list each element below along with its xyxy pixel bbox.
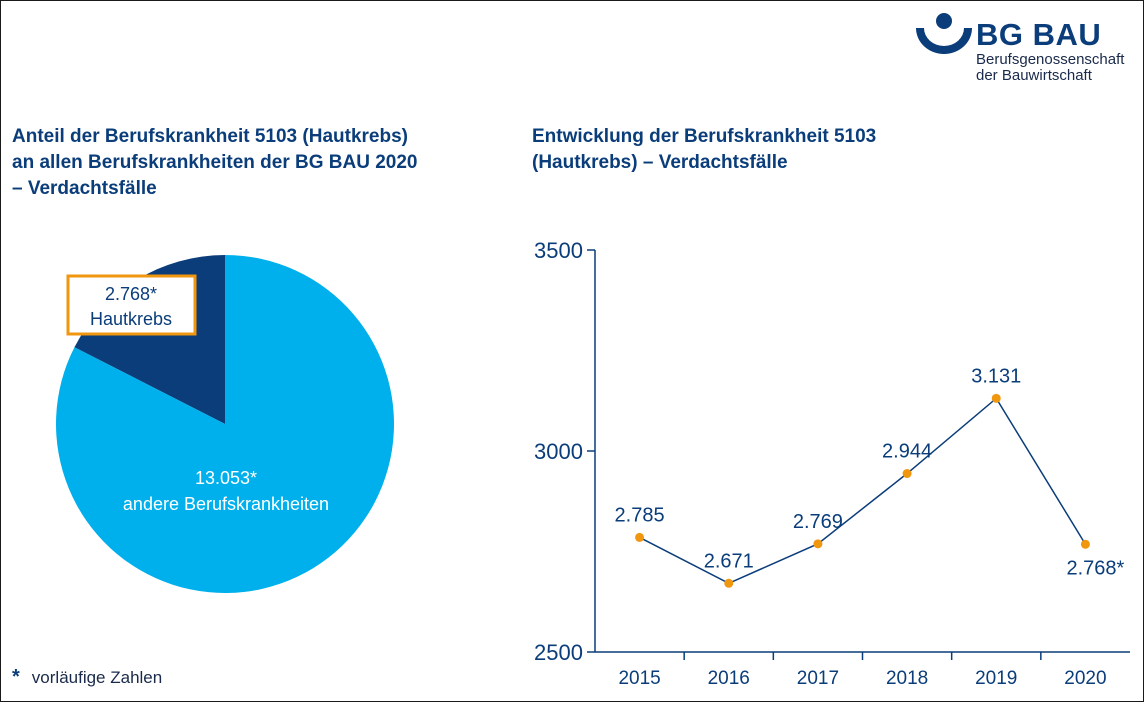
y-tick-label-2: 3500 [534,238,583,263]
x-tick-label-5: 2020 [1064,668,1106,689]
footnote-text: vorläufige Zahlen [31,668,163,687]
pie-chart-title: Anteil der Berufskrankheit 5103 (Hautkre… [12,126,418,199]
data-point-3 [902,469,912,479]
data-point-5 [1080,539,1090,549]
data-label-4: 3.131 [971,365,1021,387]
x-tick-label-0: 2015 [618,668,660,689]
data-label-3: 2.944 [882,441,932,463]
data-label-1: 2.671 [704,550,754,572]
pie-label-value-0: 2.768* [105,284,157,304]
pie-label-value-1: 13.053* [195,468,257,488]
logo-name: BG BAU [976,17,1102,52]
y-tick-label-0: 2500 [534,640,583,665]
data-point-4 [991,393,1001,403]
logo-subtitle-2: der Bauwirtschaft [976,67,1092,84]
data-point-1 [724,578,734,588]
data-label-5: 2.768* [1066,557,1124,579]
footnote-star-icon: * [12,666,20,688]
pie-slice-1 [55,255,394,593]
logo-subtitle-1: Berufsgenossenschaft [976,51,1125,68]
pie-label-0: Hautkrebs [90,309,172,329]
x-tick-label-3: 2018 [886,668,928,689]
series-line [639,397,1087,585]
y-tick-label-1: 3000 [534,439,583,464]
pie-label-box [66,274,197,336]
line-chart-title: Entwicklung der Berufskrankheit 5103 (Ha… [532,126,877,173]
x-tick-label-4: 2019 [975,668,1017,689]
x-tick-label-1: 2016 [708,668,750,689]
logo-emblem-icon [916,13,972,54]
footnote: * vorläufige Zahlen [12,666,162,689]
pie-label-1: andere Berufskrankheiten [123,494,329,514]
data-label-0: 2.785 [615,504,665,526]
data-point-2 [813,539,823,549]
data-point-0 [635,532,645,542]
data-label-2: 2.769 [793,511,843,533]
bg-bau-logo: BG BAU Berufsgenossenschaft der Bauwirts… [914,10,1139,90]
x-tick-label-2: 2017 [797,668,839,689]
